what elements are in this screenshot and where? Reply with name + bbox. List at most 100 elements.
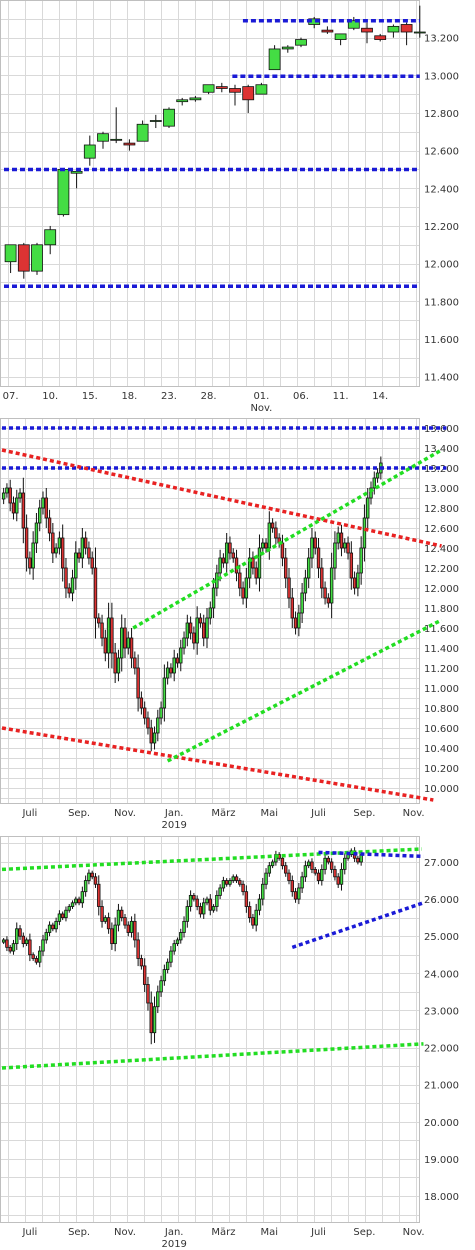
candle-body — [93, 876, 98, 885]
candle-body — [60, 913, 65, 919]
candle-body — [323, 857, 327, 870]
candle-body — [267, 865, 272, 874]
candle-body — [336, 532, 340, 544]
candle-body — [41, 939, 45, 952]
candle-body — [290, 880, 294, 893]
candles — [1, 456, 383, 752]
candle-body — [244, 891, 249, 907]
candle-body — [159, 980, 163, 993]
candle-body — [251, 917, 255, 926]
red-dotted-line — [1, 726, 434, 802]
candle-body — [64, 909, 68, 919]
candle-body — [369, 487, 373, 499]
candle-body — [316, 872, 321, 881]
candle-body — [346, 542, 350, 554]
y-tick-label: 18.000 — [424, 1192, 459, 1203]
candle-body — [215, 86, 228, 89]
candle-body — [1, 492, 6, 500]
candle-body — [211, 587, 216, 609]
plot-frame — [0, 836, 420, 1223]
candle-body — [234, 876, 239, 881]
candle-body — [34, 958, 39, 963]
candle-body — [185, 622, 190, 639]
candle-body — [257, 898, 262, 911]
candle-body — [310, 861, 314, 870]
candle-body — [5, 939, 9, 948]
candle-body — [300, 876, 304, 889]
x-tick-label: 18. — [121, 391, 137, 402]
candle-body — [270, 861, 275, 867]
candle-body — [264, 872, 268, 885]
candle-body — [129, 637, 134, 659]
x-tick-label: 15. — [82, 391, 98, 402]
y-tick-label: 12.400 — [424, 544, 459, 555]
candle-body — [77, 552, 81, 559]
candle-body — [208, 898, 212, 911]
candle-body — [195, 898, 199, 907]
x-tick-label: 07. — [3, 391, 19, 402]
y-tick-label: 11.400 — [424, 644, 459, 655]
candle-body — [241, 883, 245, 893]
candle-body — [297, 612, 301, 629]
candle-body — [221, 880, 226, 889]
candle-body — [120, 909, 124, 919]
candle-body — [169, 667, 173, 674]
candle-body — [21, 492, 26, 529]
candle-body — [366, 497, 370, 519]
candle-body — [188, 894, 193, 907]
candle-body — [182, 920, 186, 933]
candle-body — [70, 577, 75, 594]
candle-body — [123, 142, 136, 146]
candle-body — [300, 592, 304, 614]
candle-body — [165, 667, 170, 679]
candle-body — [238, 880, 242, 885]
candle-body — [129, 920, 134, 933]
candle-body — [83, 537, 88, 549]
y-tick-label: 10.800 — [424, 704, 459, 715]
candle-body — [60, 537, 65, 569]
candle-body — [303, 577, 308, 594]
candle-body — [149, 727, 153, 744]
y-tick-label: 13.600 — [424, 424, 459, 435]
candle-body — [57, 537, 62, 549]
candle-body — [189, 97, 202, 101]
candle-body — [274, 527, 278, 539]
y-tick-label: 20.000 — [424, 1118, 459, 1129]
x-tick-label: Nov. — [114, 808, 136, 819]
x-tick-label: 14. — [372, 391, 388, 402]
candle-body — [126, 924, 130, 933]
gridlines — [0, 836, 420, 1222]
candle-body — [413, 31, 426, 34]
candle-body — [165, 961, 170, 971]
candle-body — [333, 869, 337, 878]
x-tick-sublabel: Nov. — [250, 403, 272, 412]
x-tick-label: Jan. — [164, 1227, 184, 1238]
candle-body — [110, 928, 114, 945]
candle-body — [313, 537, 317, 549]
x-tick-label: 23. — [161, 391, 177, 402]
candle-body — [372, 477, 376, 489]
candle-body — [261, 542, 265, 549]
candle-body — [156, 991, 160, 1008]
candle-body — [47, 517, 52, 534]
candle-body — [175, 939, 180, 945]
candle-body — [54, 920, 58, 930]
candle-body — [113, 652, 117, 674]
candle-body — [24, 527, 29, 559]
candle-body — [172, 657, 176, 674]
candle-body — [139, 697, 144, 709]
candle-body — [162, 677, 167, 709]
x-tick-sublabel: 2019 — [161, 820, 186, 830]
candle-body — [17, 244, 30, 272]
candle-body — [333, 542, 337, 569]
plot-frame — [0, 418, 420, 804]
candle-body — [77, 898, 81, 904]
chart-1-candlestick: 11.400 11.600 11.800 12.000 12.200 12.400 12.6… — [0, 0, 459, 412]
candle-body — [339, 532, 344, 549]
blue-dotted-line — [291, 901, 425, 950]
candle-body — [261, 883, 265, 900]
green-dotted-line — [132, 448, 443, 630]
x-tick-label: Juli — [310, 808, 326, 819]
candle-body — [205, 617, 209, 639]
y-tick-label: 12.600 — [424, 524, 459, 535]
